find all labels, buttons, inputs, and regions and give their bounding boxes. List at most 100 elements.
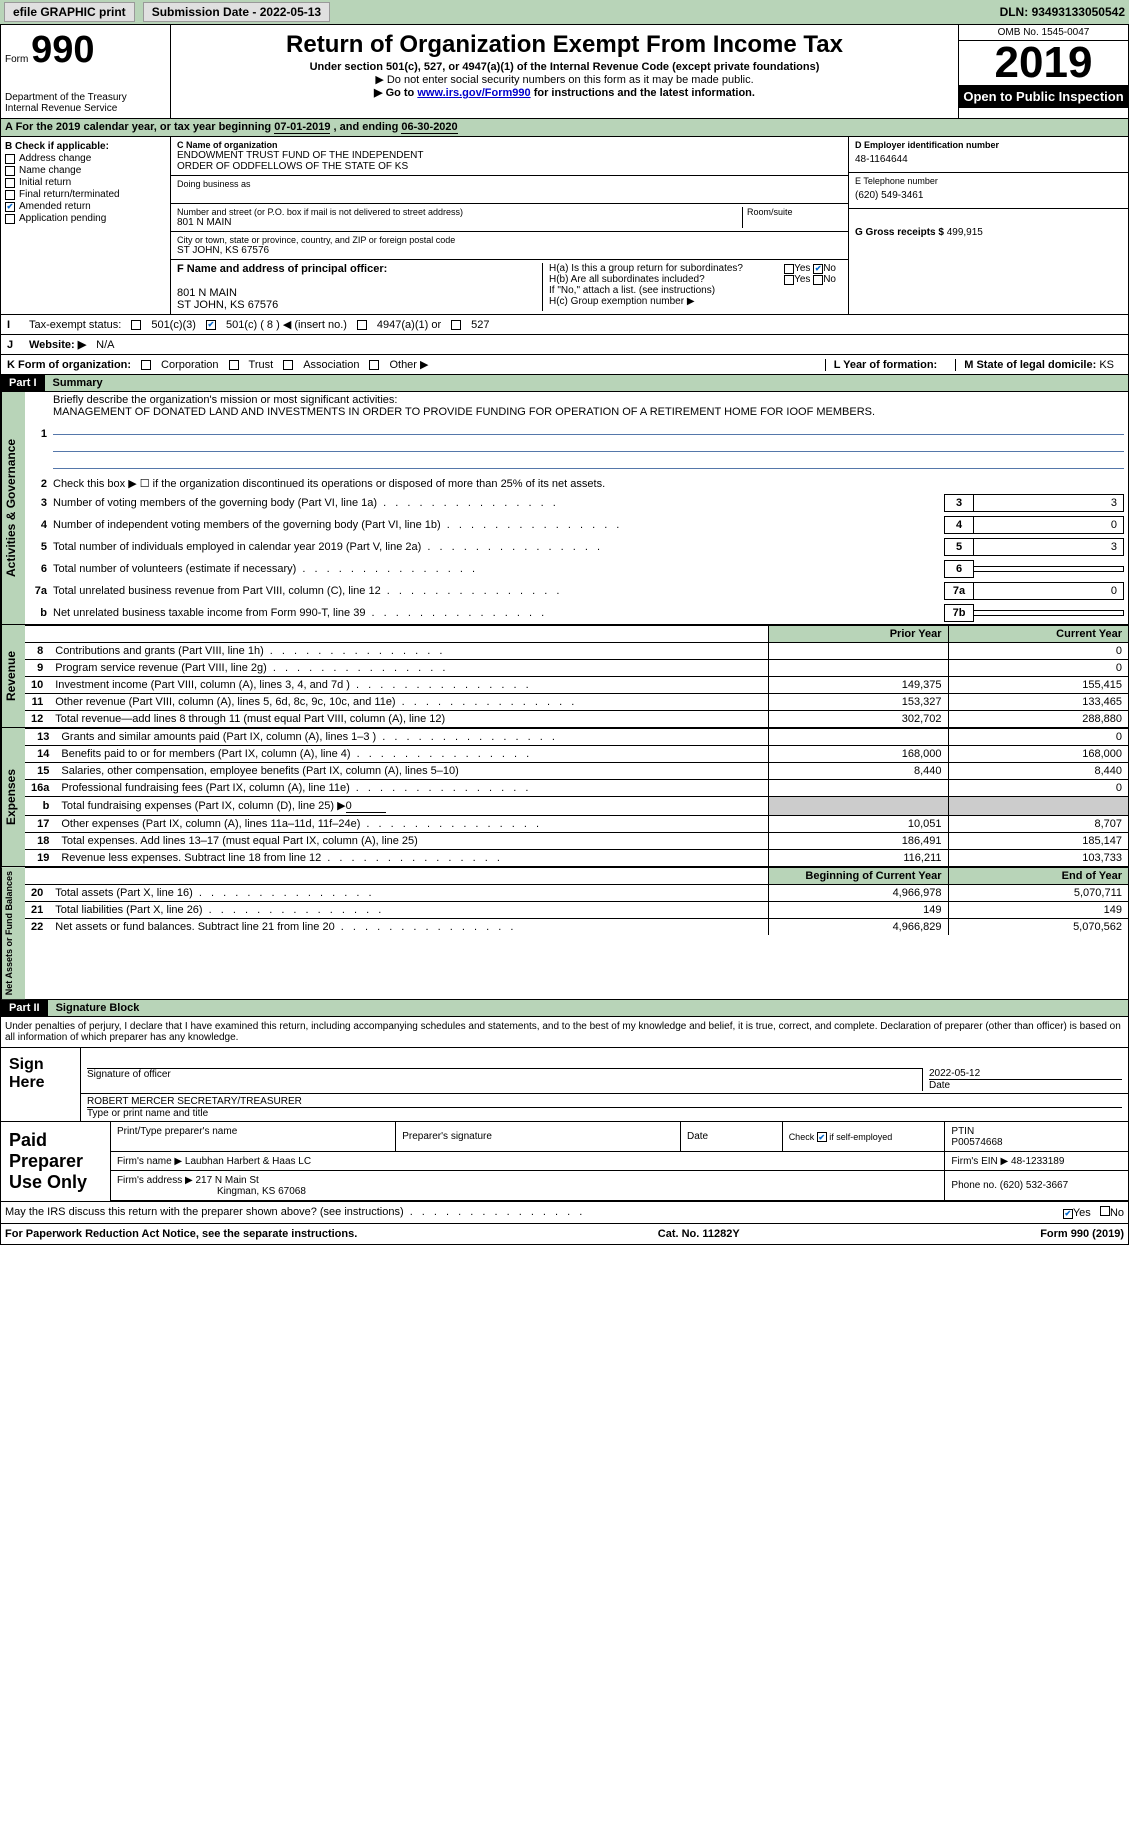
checkbox-4947[interactable] <box>357 320 367 330</box>
l15-text: Salaries, other compensation, employee b… <box>55 763 768 780</box>
phone-label: E Telephone number <box>855 176 1122 186</box>
sig-date-value: 2022-05-12 <box>929 1068 1122 1080</box>
line-16b: bTotal fundraising expenses (Part IX, co… <box>25 797 1128 816</box>
form-number: 990 <box>31 29 94 71</box>
checkbox-501c[interactable] <box>206 320 216 330</box>
submission-date-button[interactable]: Submission Date - 2022-05-13 <box>143 2 330 22</box>
l9-text: Program service revenue (Part VIII, line… <box>49 660 768 677</box>
hb-no: No <box>823 274 836 285</box>
checkbox-corp[interactable] <box>141 360 151 370</box>
revenue-section: Revenue Prior YearCurrent Year 8Contribu… <box>0 625 1129 728</box>
l9-current: 0 <box>948 660 1128 677</box>
line-9: 9Program service revenue (Part VIII, lin… <box>25 660 1128 677</box>
part1-header-row: Part I Summary <box>0 375 1129 392</box>
checkbox-final-return[interactable] <box>5 190 15 200</box>
l22-begin: 4,966,829 <box>768 919 948 936</box>
paid-preparer-label: Paid Preparer Use Only <box>1 1122 111 1201</box>
firm-addr2: Kingman, KS 67068 <box>117 1186 306 1197</box>
checkbox-name-change[interactable] <box>5 166 15 176</box>
firm-ein-value: 48-1233189 <box>1011 1156 1064 1167</box>
checkbox-ha-no[interactable] <box>813 264 823 274</box>
l8-current: 0 <box>948 643 1128 660</box>
checkbox-initial-return[interactable] <box>5 178 15 188</box>
paid-preparer-table: Print/Type preparer's name Preparer's si… <box>111 1122 1128 1201</box>
l12-prior: 302,702 <box>768 711 948 728</box>
tax-year: 2019 <box>959 41 1128 85</box>
ptin-value: P00574668 <box>951 1137 1122 1148</box>
l-box: L Year of formation: <box>825 359 946 371</box>
l15-prior: 8,440 <box>768 763 948 780</box>
street-label: Number and street (or P.O. box if mail i… <box>177 207 742 217</box>
checkbox-501c3[interactable] <box>131 320 141 330</box>
checkbox-discuss-no[interactable] <box>1100 1206 1110 1216</box>
l20-end: 5,070,711 <box>948 885 1128 902</box>
line5-num: 5 <box>944 538 974 556</box>
tax-status-label: Tax-exempt status: <box>29 319 121 331</box>
col-prior-year: Prior Year <box>768 626 948 643</box>
gross-label: G Gross receipts $ <box>855 227 947 238</box>
line4-num: 4 <box>944 516 974 534</box>
label-trust: Trust <box>249 359 274 371</box>
netassets-section: Net Assets or Fund Balances Beginning of… <box>0 867 1129 1000</box>
form-title: Return of Organization Exempt From Incom… <box>175 31 954 59</box>
org-name-label: C Name of organization <box>177 140 842 150</box>
irs-link[interactable]: www.irs.gov/Form990 <box>417 87 530 99</box>
label-other: Other ▶ <box>389 358 428 371</box>
checkbox-hb-no[interactable] <box>813 275 823 285</box>
checkbox-ha-yes[interactable] <box>784 264 794 274</box>
sign-here-block: Sign Here Signature of officer 2022-05-1… <box>0 1048 1129 1122</box>
row-j: J <box>7 339 19 351</box>
efile-print-button[interactable]: efile GRAPHIC print <box>4 2 135 22</box>
line7a-text: Total unrelated business revenue from Pa… <box>53 585 944 597</box>
officer-addr2: ST JOHN, KS 67576 <box>177 299 542 311</box>
l19-current: 103,733 <box>948 850 1128 867</box>
m-label: M State of legal domicile: <box>964 359 1099 371</box>
line-14: 14Benefits paid to or for members (Part … <box>25 746 1128 763</box>
expenses-section: Expenses 13Grants and similar amounts pa… <box>0 728 1129 867</box>
ha-no: No <box>823 263 836 274</box>
vert-activities: Activities & Governance <box>1 392 25 624</box>
checkbox-other[interactable] <box>369 360 379 370</box>
cat-no: Cat. No. 11282Y <box>658 1228 740 1240</box>
firm-addr-label: Firm's address ▶ <box>117 1175 196 1186</box>
line2-text: Check this box ▶ ☐ if the organization d… <box>53 477 1124 490</box>
col-end-year: End of Year <box>948 868 1128 885</box>
vert-expenses: Expenses <box>1 728 25 866</box>
label-final-return: Final return/terminated <box>19 189 120 200</box>
label-527: 527 <box>471 319 489 331</box>
checkbox-527[interactable] <box>451 320 461 330</box>
line-7a: 7aTotal unrelated business revenue from … <box>25 580 1128 602</box>
checkbox-discuss-yes[interactable] <box>1063 1209 1073 1219</box>
org-name-box: C Name of organization ENDOWMENT TRUST F… <box>171 137 848 176</box>
checkbox-assoc[interactable] <box>283 360 293 370</box>
tax-year-begin: 07-01-2019 <box>274 121 330 134</box>
form-word: Form <box>5 54 28 65</box>
entity-info-grid: B Check if applicable: Address change Na… <box>0 137 1129 315</box>
line5-val: 3 <box>974 538 1124 556</box>
form-footer: Form 990 (2019) <box>1040 1228 1124 1240</box>
line3-text: Number of voting members of the governin… <box>53 497 944 509</box>
checkbox-app-pending[interactable] <box>5 214 15 224</box>
l16b-val: 0 <box>346 800 386 813</box>
line-7b: bNet unrelated business taxable income f… <box>25 602 1128 624</box>
checkbox-self-employed[interactable] <box>817 1132 827 1142</box>
checkbox-amended-return[interactable] <box>5 202 15 212</box>
phone-value: (620) 549-3461 <box>855 186 1122 205</box>
checkbox-address-change[interactable] <box>5 154 15 164</box>
l8-text: Contributions and grants (Part VIII, lin… <box>49 643 768 660</box>
sub3-pre: ▶ Go to <box>374 87 417 99</box>
checkbox-hb-yes[interactable] <box>784 275 794 285</box>
irs-label: Internal Revenue Service <box>5 103 166 114</box>
website-value: N/A <box>96 339 114 351</box>
vert-netassets: Net Assets or Fund Balances <box>1 867 25 999</box>
dba-label: Doing business as <box>177 179 842 189</box>
room-label: Room/suite <box>747 207 842 217</box>
l20-begin: 4,966,978 <box>768 885 948 902</box>
checkbox-trust[interactable] <box>229 360 239 370</box>
prep-phone-value: (620) 532-3667 <box>1000 1180 1068 1191</box>
l15-current: 8,440 <box>948 763 1128 780</box>
l10-prior: 149,375 <box>768 677 948 694</box>
line-18: 18Total expenses. Add lines 13–17 (must … <box>25 833 1128 850</box>
l14-prior: 168,000 <box>768 746 948 763</box>
part2-title: Signature Block <box>48 1000 1128 1016</box>
